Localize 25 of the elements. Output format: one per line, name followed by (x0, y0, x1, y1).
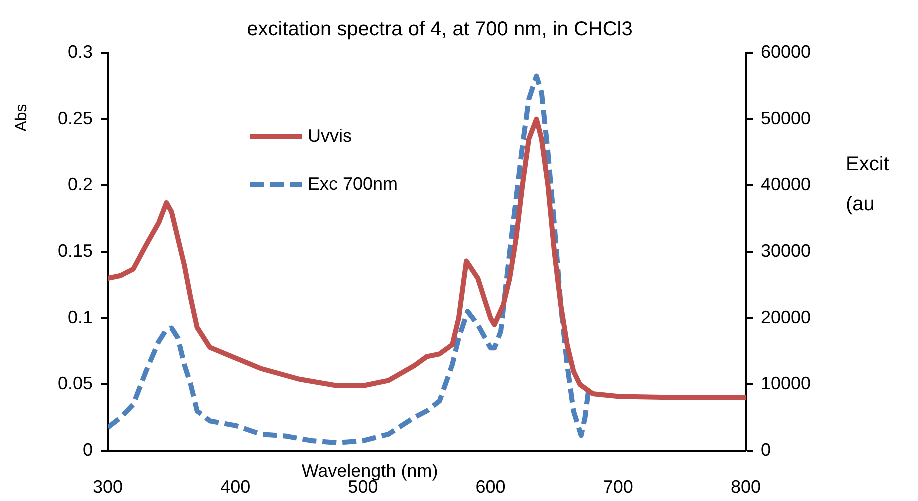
y2-tick-label: 10000 (761, 374, 812, 394)
y-tick-label: 0.2 (68, 174, 93, 195)
y2-tick-label: 20000 (761, 307, 812, 328)
y2-axis-title: Excit (au (846, 154, 890, 216)
y2-tick-label: 60000 (761, 42, 812, 62)
x-tick-label: 700 (603, 476, 634, 497)
x-tick-label: 800 (730, 476, 762, 497)
y2-tick-label: 50000 (761, 108, 812, 128)
y-tick-label: 0.15 (58, 240, 93, 261)
x-tick-label: 300 (92, 476, 124, 497)
y-tick-label: 0.3 (68, 42, 93, 62)
y-tick-label: 0.1 (68, 307, 93, 328)
chart-title: excitation spectra of 4, at 700 nm, in CHCl3 (247, 18, 633, 41)
y-axis-title: Abs (13, 104, 30, 132)
y2-tick-label: 0 (761, 440, 772, 460)
y2-tick-label: 40000 (761, 174, 812, 195)
legend-label: Exc 700nm (308, 174, 398, 194)
y-tick-label: 0 (82, 440, 93, 460)
legend-label: Uvvis (308, 126, 352, 146)
y-tick-label: 0.05 (58, 374, 93, 394)
y2-tick-label: 30000 (761, 240, 812, 261)
x-axis-title: Wavelength (nm) (302, 460, 438, 481)
x-tick-label: 600 (476, 476, 506, 497)
y-tick-label: 0.25 (58, 108, 93, 128)
x-tick-label: 400 (220, 476, 251, 497)
